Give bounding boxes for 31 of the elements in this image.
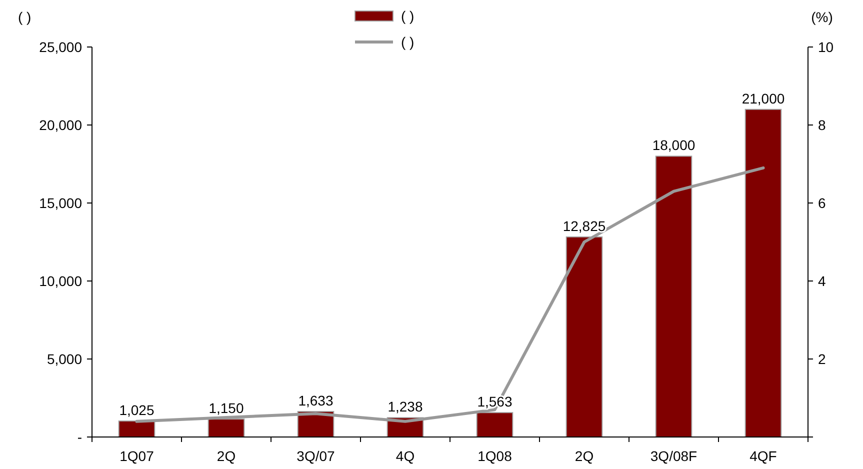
x-tick-label: 1Q07	[120, 448, 154, 464]
data-label: 1,238	[388, 398, 423, 415]
y2-tick-label: 10	[818, 39, 834, 55]
y2-axis-title: (%)	[811, 9, 833, 25]
data-label: 1,150	[208, 400, 244, 416]
x-tick-label: 3Q/08F	[650, 448, 698, 464]
data-label: 1,563	[477, 394, 512, 410]
y2-tick-label: 2	[818, 351, 826, 367]
data-label: 21,000	[742, 90, 785, 106]
y-tick-label: 10,000	[39, 273, 82, 289]
data-label: 1,025	[119, 402, 154, 418]
x-tick-label: 2Q	[216, 448, 236, 464]
y2-tick-label: 8	[818, 117, 826, 133]
y-tick-label: -	[77, 429, 82, 445]
y2-tick-label: 4	[818, 273, 826, 289]
data-label: 12,825	[562, 218, 606, 234]
legend-label: ( )	[401, 34, 414, 50]
x-tick-label: 4Q	[396, 448, 415, 464]
y2-tick-label: 6	[818, 195, 826, 211]
x-tick-label: 2Q	[574, 448, 594, 464]
y-tick-label: 5,000	[46, 351, 82, 367]
y-axis-title: ( )	[18, 9, 32, 25]
x-tick-label: 1Q08	[478, 448, 512, 464]
y-tick-label: 15,000	[39, 195, 82, 211]
x-tick-label: 3Q/07	[296, 448, 336, 464]
data-label: 18,000	[652, 137, 696, 154]
y-tick-label: 20,000	[39, 117, 82, 133]
legend-label: ( )	[401, 8, 414, 24]
data-label: 1,633	[298, 392, 334, 409]
y-tick-label: 25,000	[39, 39, 82, 55]
x-tick-label: 4QF	[750, 448, 777, 464]
